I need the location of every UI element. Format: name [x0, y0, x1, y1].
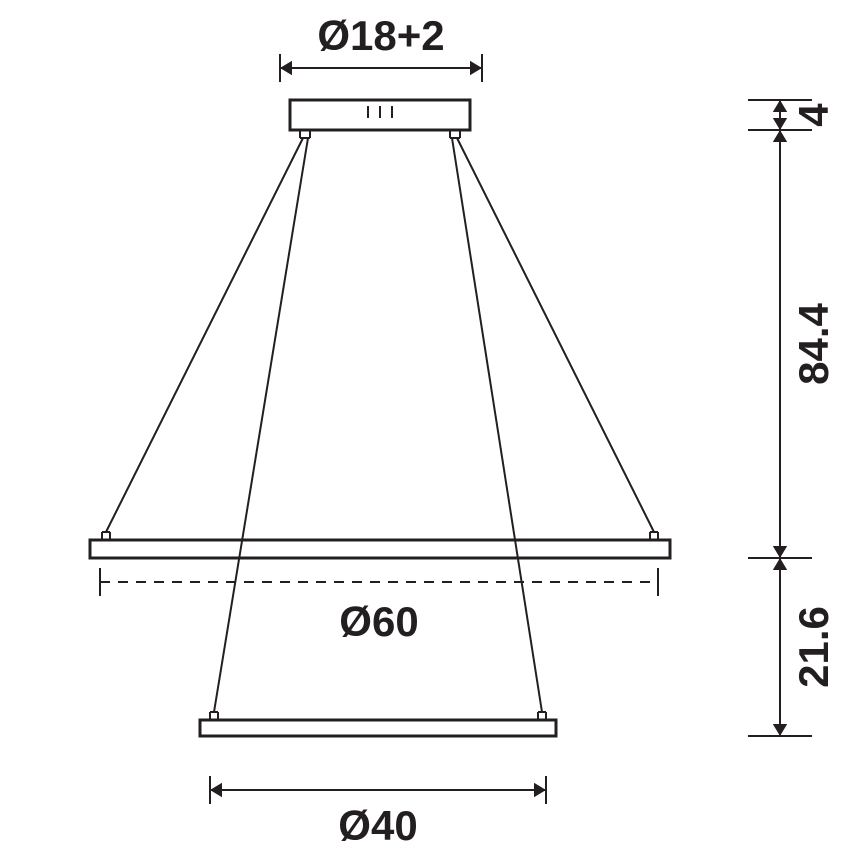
top-diameter-label: Ø18+2 [317, 12, 444, 59]
mid-diameter-label: Ø60 [339, 598, 418, 645]
pendant-lamp-dimension-diagram: Ø18+2 Ø60 Ø40 4 84.4 21.6 [0, 0, 868, 868]
height-canopy-label: 4 [790, 103, 837, 127]
bottom-diameter-label: Ø40 [338, 802, 417, 849]
height-lower-label: 21.6 [790, 606, 837, 688]
height-drop-label: 84.4 [790, 302, 837, 384]
